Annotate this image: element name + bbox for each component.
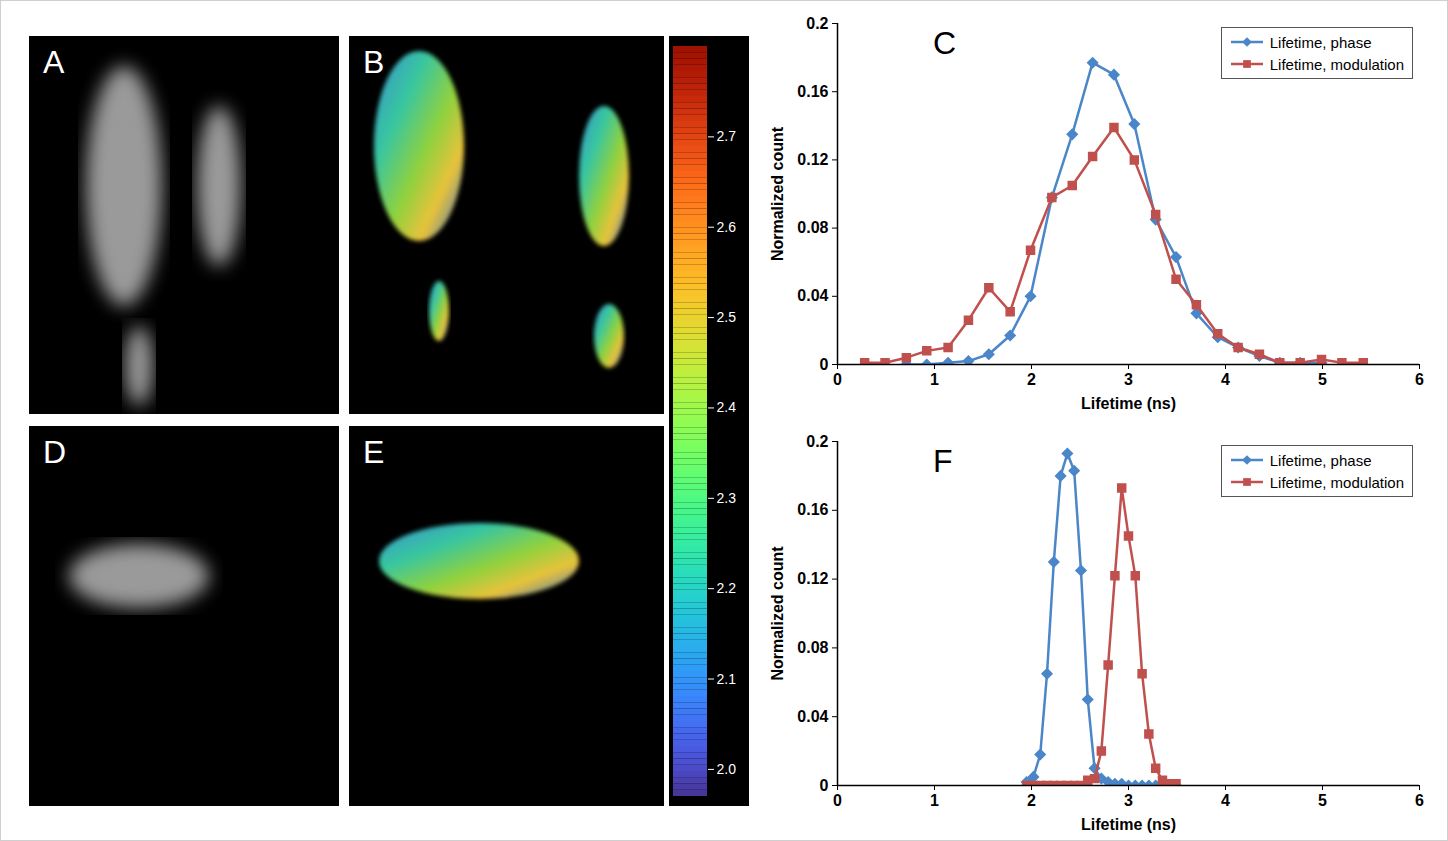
svg-text:Lifetime (ns): Lifetime (ns)	[1081, 395, 1176, 412]
svg-text:3: 3	[1124, 792, 1133, 809]
svg-text:2: 2	[1027, 371, 1036, 388]
svg-text:Lifetime (ns): Lifetime (ns)	[1081, 816, 1176, 833]
svg-text:5: 5	[1318, 792, 1327, 809]
svg-text:3: 3	[1124, 371, 1133, 388]
html-text:B: B	[363, 44, 385, 80]
svg-text:2.2: 2.2	[717, 580, 737, 596]
svg-text:6: 6	[1415, 792, 1424, 809]
svg-text:0.2: 0.2	[806, 433, 828, 450]
svg-text:2.0: 2.0	[717, 761, 737, 777]
svg-text:2.5: 2.5	[717, 309, 737, 325]
html-text:Lifetime, phase: Lifetime, phase	[1269, 451, 1372, 469]
html-text:C: C	[933, 25, 957, 61]
svg-text:0.12: 0.12	[797, 570, 828, 587]
svg-text:0.2: 0.2	[806, 15, 828, 32]
svg-text:2.6: 2.6	[717, 219, 737, 235]
svg-text:0.16: 0.16	[797, 501, 828, 518]
svg-text:6: 6	[1415, 371, 1424, 388]
svg-text:0.16: 0.16	[797, 83, 828, 100]
svg-text:Normalized count: Normalized count	[769, 126, 786, 261]
svg-text:2: 2	[1027, 792, 1036, 809]
svg-text:Normalized count: Normalized count	[769, 546, 786, 681]
svg-text:0.04: 0.04	[797, 708, 828, 725]
svg-text:0.08: 0.08	[797, 219, 828, 236]
svg-text:2.3: 2.3	[717, 490, 737, 506]
html-text:Lifetime, phase: Lifetime, phase	[1269, 33, 1372, 51]
svg-text:0: 0	[833, 792, 842, 809]
svg-text:1: 1	[930, 792, 939, 809]
svg-text:0.12: 0.12	[797, 151, 828, 168]
html-text:Lifetime, modulation: Lifetime, modulation	[1269, 55, 1404, 73]
svg-text:0: 0	[820, 777, 829, 794]
html-text:F: F	[933, 443, 953, 479]
svg-text:0: 0	[833, 371, 842, 388]
svg-text:0: 0	[820, 356, 829, 373]
svg-text:2.7: 2.7	[717, 128, 737, 144]
html-text:A: A	[43, 44, 65, 80]
svg-text:1: 1	[930, 371, 939, 388]
svg-text:0.04: 0.04	[797, 287, 828, 304]
html-text:Lifetime, modulation: Lifetime, modulation	[1269, 473, 1404, 491]
svg-text:2.4: 2.4	[717, 399, 737, 415]
svg-text:2.1: 2.1	[717, 671, 737, 687]
html-text:E: E	[363, 434, 385, 470]
svg-text:4: 4	[1221, 792, 1230, 809]
svg-text:4: 4	[1221, 371, 1230, 388]
html-text:D: D	[43, 434, 67, 470]
svg-text:5: 5	[1318, 371, 1327, 388]
svg-text:0.08: 0.08	[797, 639, 828, 656]
